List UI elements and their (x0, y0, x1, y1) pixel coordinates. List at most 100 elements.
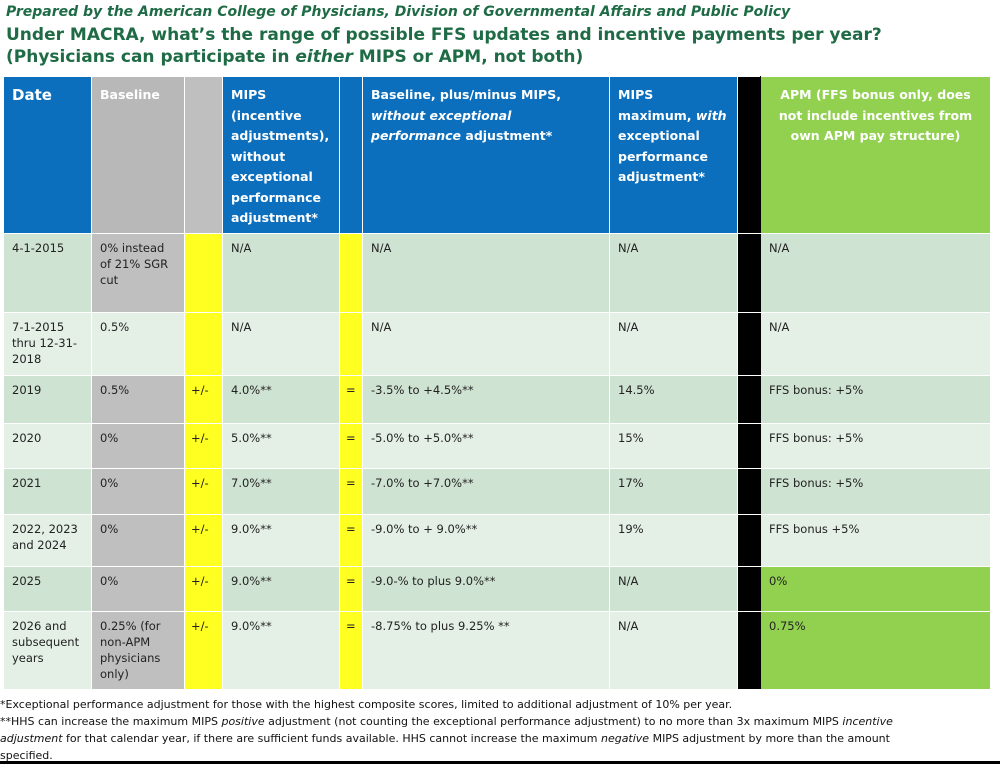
cell-baseline: 0.25% (for non-APM physicians only) (91, 610, 185, 690)
cell-apm: FFS bonus: +5% (760, 422, 991, 469)
header-range-part1: Baseline, plus/minus MIPS, (371, 87, 561, 102)
cell-op-plusminus: +/- (184, 513, 223, 567)
table-row: 2019 0.5% +/- 4.0%** = -3.5% to +4.5%** … (3, 374, 991, 424)
cell-op-plusminus: +/- (184, 610, 223, 690)
header-baseline: Baseline (91, 76, 185, 234)
header-range-italic: without exceptional performance (371, 107, 512, 144)
footnote-1: *Exceptional performance adjustment for … (0, 698, 733, 711)
footnote-2-negative: negative (600, 732, 650, 745)
footnote-2-c: adjustment (0, 732, 63, 745)
cell-mips: 9.0%** (222, 565, 340, 612)
cell-divider (737, 232, 761, 313)
cell-date: 2026 and subsequent years (3, 610, 92, 690)
table-row: 2026 and subsequent years 0.25% (for non… (3, 610, 991, 690)
footnote-2-d: for that calendar year, if there are suf… (62, 732, 601, 745)
table-row: 2022, 2023 and 2024 0% +/- 9.0%** = -9.0… (3, 513, 991, 567)
cell-mips: 4.0%** (222, 374, 340, 424)
cell-apm: N/A (760, 232, 991, 313)
cell-mips-max: 17% (609, 467, 738, 515)
cell-date: 7-1-2015 thru 12-31-2018 (3, 311, 92, 376)
cell-divider (737, 374, 761, 424)
cell-apm: FFS bonus +5% (760, 513, 991, 567)
cell-range: -9.0% to + 9.0%** (362, 513, 610, 567)
footnote-2-line1: **HHS can increase the maximum MIPS posi… (0, 713, 1000, 730)
cell-mips-max: 19% (609, 513, 738, 567)
cell-divider (737, 565, 761, 612)
header-mips: MIPS (incentive adjustments), without ex… (222, 76, 340, 234)
header-max-part2: exceptional performance adjustment* (618, 128, 709, 184)
macra-table: Date Baseline MIPS (incentive adjustment… (3, 76, 991, 690)
cell-op-equals: = (339, 374, 363, 424)
cell-mips: N/A (222, 232, 340, 313)
cell-mips-max: 14.5% (609, 374, 738, 424)
cell-op-equals: = (339, 467, 363, 515)
table-row: 4-1-2015 0% instead of 21% SGR cut N/A N… (3, 232, 991, 313)
cell-date: 2021 (3, 467, 92, 515)
header-range: Baseline, plus/minus MIPS, without excep… (362, 76, 610, 234)
cell-apm: 0.75% (760, 610, 991, 690)
footnote-2-line2: adjustment for that calendar year, if th… (0, 730, 1000, 747)
cell-mips: 7.0%** (222, 467, 340, 515)
cell-apm: FFS bonus: +5% (760, 467, 991, 515)
cell-op-plusminus (184, 232, 223, 313)
cell-mips: 5.0%** (222, 422, 340, 469)
cell-mips: 9.0%** (222, 513, 340, 567)
cell-baseline: 0% (91, 565, 185, 612)
header-max-italic: with (695, 107, 727, 123)
cell-range: -8.75% to plus 9.25% ** (362, 610, 610, 690)
bottom-rule (0, 761, 1000, 764)
cell-range: -5.0% to +5.0%** (362, 422, 610, 469)
cell-op-plusminus: +/- (184, 374, 223, 424)
cell-baseline: 0% (91, 467, 185, 515)
header-date: Date (3, 76, 92, 234)
header-apm: APM (FFS bonus only, does not include in… (760, 76, 991, 234)
cell-divider (737, 513, 761, 567)
footnote-2-a: **HHS can increase the maximum MIPS (0, 715, 222, 728)
footnote-2-e: MIPS adjustment by more than the amount (649, 732, 890, 745)
cell-mips-max: N/A (609, 311, 738, 376)
cell-range: N/A (362, 311, 610, 376)
cell-divider (737, 467, 761, 515)
footnote-2-line3: specified. (0, 749, 53, 762)
cell-op-equals: = (339, 610, 363, 690)
cell-op-plusminus: +/- (184, 565, 223, 612)
header-mips-max: MIPS maximum, with exceptional performan… (609, 76, 738, 234)
header-row: Date Baseline MIPS (incentive adjustment… (3, 76, 991, 234)
cell-baseline: 0% (91, 422, 185, 469)
cell-date: 2022, 2023 and 2024 (3, 513, 92, 567)
table-row: 2025 0% +/- 9.0%** = -9.0-% to plus 9.0%… (3, 565, 991, 612)
header-max-part1: MIPS maximum, (618, 87, 696, 123)
cell-date: 4-1-2015 (3, 232, 92, 313)
table-row: 7-1-2015 thru 12-31-2018 0.5% N/A N/A N/… (3, 311, 991, 376)
cell-op-equals (339, 232, 363, 313)
cell-mips-max: 15% (609, 422, 738, 469)
cell-range: N/A (362, 232, 610, 313)
cell-range: -9.0-% to plus 9.0%** (362, 565, 610, 612)
header-divider (737, 76, 761, 234)
cell-divider (737, 422, 761, 469)
cell-date: 2019 (3, 374, 92, 424)
footnotes: *Exceptional performance adjustment for … (0, 696, 1000, 764)
cell-baseline: 0.5% (91, 374, 185, 424)
cell-apm: 0% (760, 565, 991, 612)
cell-apm: N/A (760, 311, 991, 376)
cell-op-equals: = (339, 565, 363, 612)
cell-baseline: 0% instead of 21% SGR cut (91, 232, 185, 313)
cell-mips-max: N/A (609, 610, 738, 690)
table-row: 2021 0% +/- 7.0%** = -7.0% to +7.0%** 17… (3, 467, 991, 515)
cell-divider (737, 311, 761, 376)
page-title: Under MACRA, what’s the range of possibl… (6, 24, 996, 68)
header-gap (184, 76, 223, 234)
title-part2: MIPS or APM, not both) (352, 47, 584, 67)
cell-date: 2020 (3, 422, 92, 469)
cell-mips-max: N/A (609, 565, 738, 612)
footnote-2-incentive: incentive (842, 715, 893, 728)
footnote-2-b: adjustment (not counting the exceptional… (264, 715, 843, 728)
header-gap-2 (339, 76, 363, 234)
prepared-by-line: Prepared by the American College of Phys… (6, 4, 791, 20)
cell-range: -3.5% to +4.5%** (362, 374, 610, 424)
cell-mips-max: N/A (609, 232, 738, 313)
cell-op-plusminus: +/- (184, 422, 223, 469)
table-row: 2020 0% +/- 5.0%** = -5.0% to +5.0%** 15… (3, 422, 991, 469)
cell-mips: 9.0%** (222, 610, 340, 690)
